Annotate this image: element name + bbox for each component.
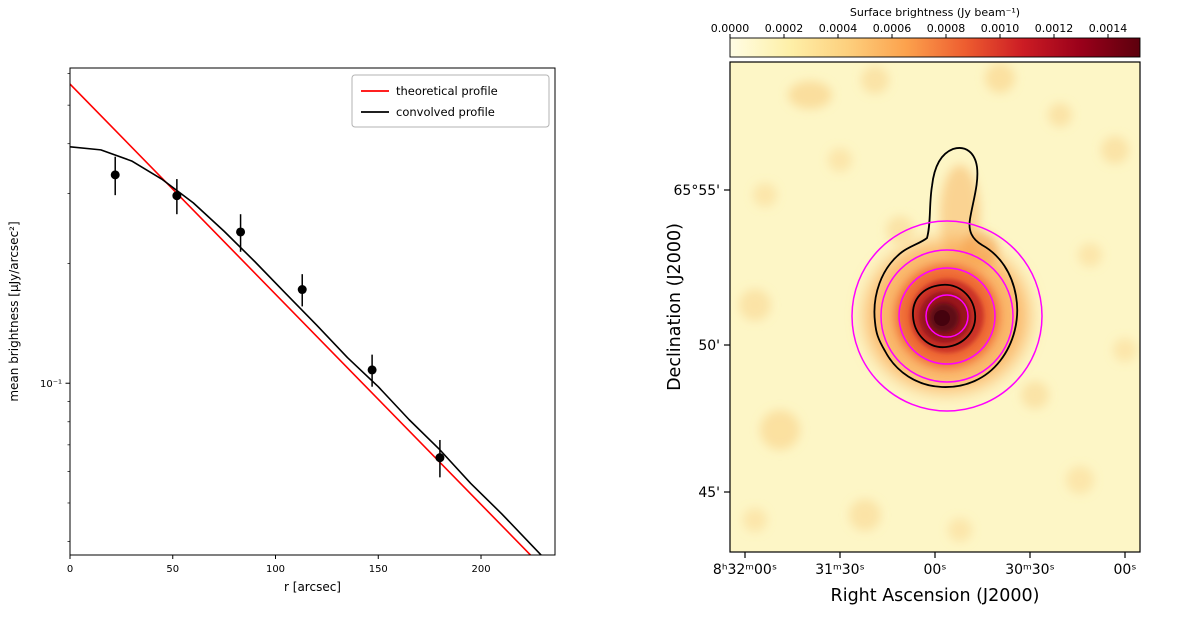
dec-tick-label: 45' bbox=[698, 485, 720, 501]
noise-blob bbox=[1113, 338, 1137, 362]
noise-blob bbox=[1078, 243, 1102, 267]
ra-tick-label: 8ʰ32ᵐ00ˢ bbox=[713, 562, 777, 578]
x-tick-label: 0 bbox=[67, 564, 73, 575]
legend-entry-label: convolved profile bbox=[396, 105, 495, 119]
colorbar-tick-label: 0.0004 bbox=[819, 22, 858, 35]
y-tick-label: 10⁻¹ bbox=[40, 379, 62, 390]
colorbar-tick-label: 0.0012 bbox=[1035, 22, 1074, 35]
ra-axis-ticks bbox=[744, 552, 1126, 558]
noise-blob bbox=[760, 410, 800, 450]
noise-blob bbox=[1101, 136, 1129, 164]
ra-tick-label: 30ᵐ30ˢ bbox=[1005, 562, 1055, 578]
noise-blob bbox=[828, 148, 852, 172]
theoretical-profile-line bbox=[70, 83, 532, 555]
noise-blob bbox=[753, 183, 777, 207]
noise-blob bbox=[1048, 103, 1072, 127]
dec-axis-label: Declination (J2000) bbox=[665, 223, 685, 391]
brightness-profile-panel: 0 50 100 150 200 10⁻¹ r [arcsec] mean brightnes… bbox=[7, 67, 556, 594]
aperture-circle bbox=[880, 249, 1014, 383]
colorbar-ticks bbox=[729, 34, 1109, 38]
colorbar-tick-label: 0.0008 bbox=[927, 22, 966, 35]
noise-blob bbox=[788, 81, 832, 109]
noise-blobs bbox=[739, 63, 1137, 542]
noise-blob bbox=[1066, 466, 1094, 494]
brightness-contours bbox=[873, 147, 1019, 388]
noise-blob bbox=[1021, 381, 1049, 409]
colorbar-tick-label: 0.0006 bbox=[873, 22, 912, 35]
central-source bbox=[865, 240, 1029, 392]
data-point bbox=[110, 170, 120, 180]
data-point bbox=[172, 191, 182, 201]
noise-blob bbox=[985, 63, 1015, 93]
noise-blob bbox=[743, 508, 767, 532]
plot-frame bbox=[69, 67, 556, 556]
source-peak bbox=[934, 310, 950, 326]
aperture-circle bbox=[898, 267, 996, 365]
legend-entry-label: theoretical profile bbox=[396, 84, 498, 98]
aperture-circle bbox=[925, 294, 969, 338]
colorbar-tick-label: 0.0014 bbox=[1089, 22, 1128, 35]
noise-blob bbox=[849, 499, 881, 531]
legend-frame bbox=[351, 74, 550, 128]
data-point bbox=[367, 365, 377, 375]
colorbar-tick-label: 0.0010 bbox=[981, 22, 1020, 35]
x-axis-label: r [arcsec] bbox=[284, 580, 341, 594]
dec-axis-ticks bbox=[724, 189, 730, 493]
x-tick-label: 150 bbox=[369, 564, 388, 575]
curves-group bbox=[70, 83, 543, 555]
dec-tick-labels: 65°55' 50' 45' bbox=[674, 183, 720, 501]
ra-tick-label: 31ᵐ30ˢ bbox=[815, 562, 865, 578]
colorbar-tick-labels: 0.0000 0.0002 0.0004 0.0006 0.0008 0.001… bbox=[711, 22, 1128, 35]
noise-blob bbox=[861, 66, 889, 94]
data-point bbox=[435, 453, 445, 463]
sky-map bbox=[730, 62, 1140, 552]
colorbar-tick-label: 0.0000 bbox=[711, 22, 750, 35]
ra-tick-label: 00ˢ bbox=[923, 562, 946, 578]
data-point bbox=[236, 227, 246, 237]
noise-blob bbox=[948, 518, 972, 542]
x-tick-label: 50 bbox=[166, 564, 179, 575]
colorbar-tick-label: 0.0002 bbox=[765, 22, 804, 35]
dec-tick-label: 50' bbox=[698, 338, 720, 354]
dec-tick-label: 65°55' bbox=[674, 183, 720, 199]
data-point bbox=[297, 285, 307, 295]
ra-tick-labels: 8ʰ32ᵐ00ˢ 31ᵐ30ˢ 00ˢ 30ᵐ30ˢ 00ˢ bbox=[713, 562, 1137, 578]
legend: theoretical profile convolved profile bbox=[351, 74, 550, 128]
inner-contour bbox=[912, 284, 976, 348]
outer-contour bbox=[873, 147, 1019, 388]
radio-map-figure: Surface brightness (Jy beam⁻¹) 0.0000 0.… bbox=[665, 6, 1141, 606]
x-tick-label: 100 bbox=[266, 564, 285, 575]
convolved-profile-line bbox=[70, 145, 543, 555]
ra-tick-label: 00ˢ bbox=[1113, 562, 1136, 578]
aperture-circle bbox=[851, 220, 1043, 412]
radio-map-panel: Surface brightness (Jy beam⁻¹) 0.0000 0.… bbox=[660, 0, 1200, 620]
ra-axis-label: Right Ascension (J2000) bbox=[831, 586, 1040, 606]
brightness-profile-chart: 0 50 100 150 200 10⁻¹ r [arcsec] mean brightnes… bbox=[7, 67, 556, 594]
x-tick-label: 200 bbox=[471, 564, 490, 575]
y-axis-label: mean brightness [μJy/arcsec²] bbox=[7, 221, 21, 401]
noise-blob bbox=[739, 289, 771, 321]
colorbar-gradient-bar bbox=[729, 37, 1141, 58]
colorbar-title: Surface brightness (Jy beam⁻¹) bbox=[850, 6, 1020, 19]
aperture-circles bbox=[851, 220, 1043, 412]
